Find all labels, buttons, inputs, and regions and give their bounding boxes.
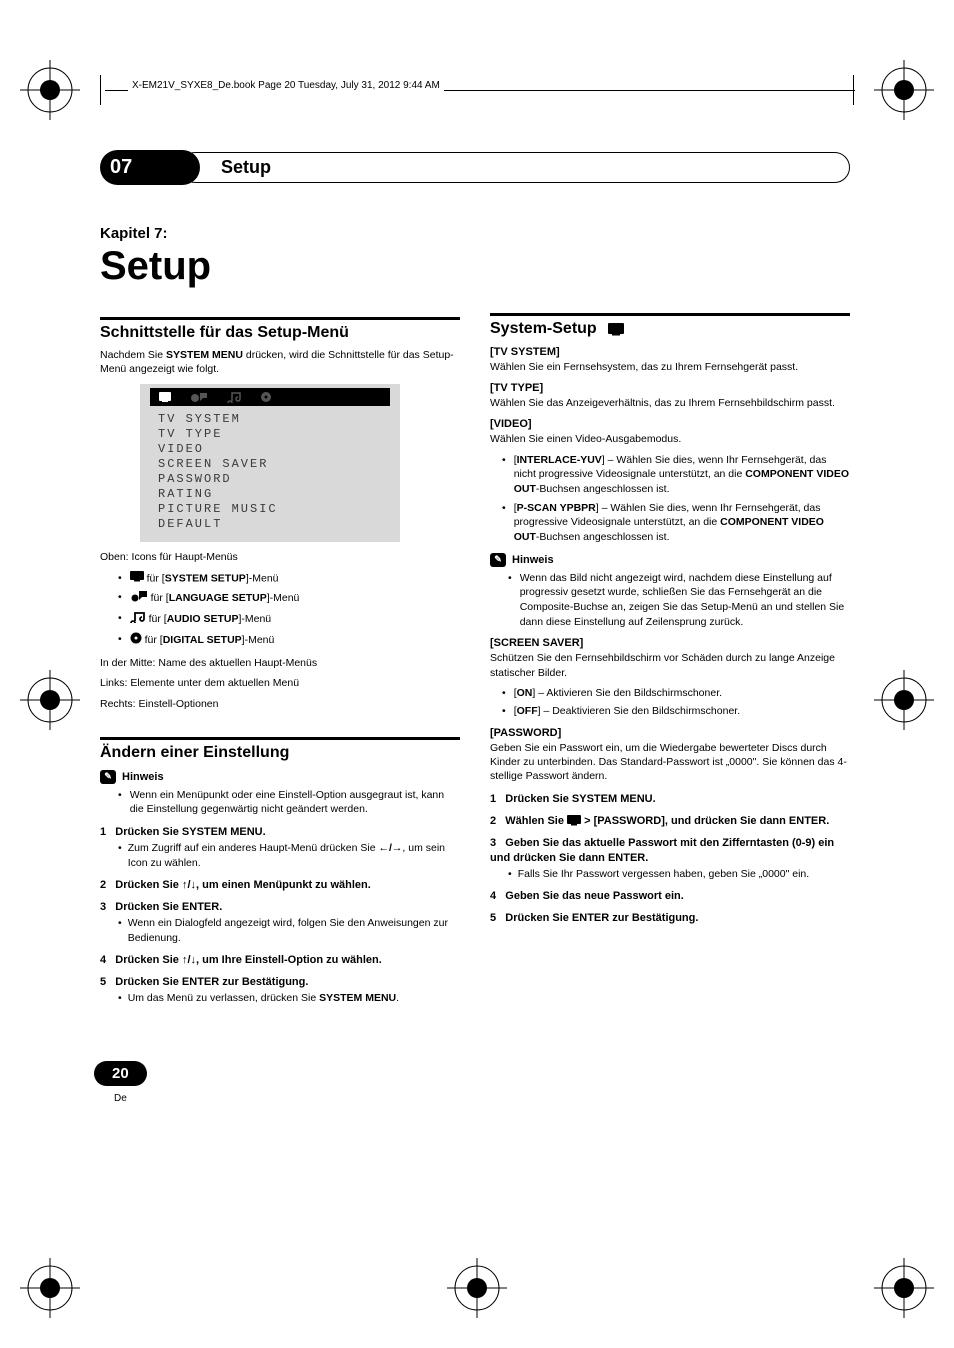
tv-type-header: [TV TYPE] bbox=[490, 382, 850, 394]
tv-system-header: [TV SYSTEM] bbox=[490, 346, 850, 358]
step-heading: 4 Geben Sie das neue Passwort ein. bbox=[490, 889, 850, 903]
book-header: X-EM21V_SYXE8_De.book Page 20 Tuesday, J… bbox=[128, 80, 444, 91]
hinweis-text: •Wenn ein Menüpunkt oder eine Einstell-O… bbox=[118, 788, 460, 817]
legend-item: • für [LANGUAGE SETUP]-Menü bbox=[118, 590, 460, 607]
hinweis-text: •Wenn das Bild nicht angezeigt wird, nac… bbox=[508, 571, 850, 630]
print-mark-icon bbox=[20, 1258, 80, 1318]
section-rule bbox=[100, 737, 460, 740]
step-heading: 2 Wählen Sie > [PASSWORD], und drücken S… bbox=[490, 814, 850, 828]
tv-icon bbox=[158, 391, 172, 403]
page-number: 20 bbox=[94, 1061, 147, 1086]
caption-top: Oben: Icons für Haupt-Menüs bbox=[100, 550, 460, 564]
disc-icon bbox=[260, 391, 272, 403]
step-heading: 3 Geben Sie das aktuelle Passwort mit de… bbox=[490, 836, 850, 865]
step-heading: 5 Drücken Sie ENTER zur Bestätigung. bbox=[490, 911, 850, 925]
print-mark-icon bbox=[874, 1258, 934, 1318]
icon-legend-list: • für [SYSTEM SETUP]-Menü • für [LANGUAGE… bbox=[118, 571, 460, 649]
page-language: De bbox=[114, 1093, 127, 1104]
ss-option: •[OFF] – Deaktivieren Sie den Bildschirm… bbox=[502, 704, 850, 719]
step-subtext: •Falls Sie Ihr Passwort vergessen haben,… bbox=[508, 867, 850, 881]
caption-right: Rechts: Einstell-Optionen bbox=[100, 697, 460, 711]
screen-saver-header: [SCREEN SAVER] bbox=[490, 637, 850, 649]
password-text: Geben Sie ein Passwort ein, um die Wiede… bbox=[490, 741, 850, 784]
legend-item: • für [SYSTEM SETUP]-Menü bbox=[118, 571, 460, 587]
caption-left: Links: Elemente unter dem aktuellen Menü bbox=[100, 676, 460, 690]
chapter-banner: 07 Setup bbox=[100, 150, 850, 185]
video-options-list: •[INTERLACE-YUV] – Wählen Sie dies, wenn… bbox=[502, 453, 850, 545]
kapitel-label: Kapitel 7: bbox=[100, 225, 460, 242]
section-title-change: Ändern einer Einstellung bbox=[100, 744, 460, 762]
step-heading: 3 Drücken Sie ENTER. bbox=[100, 900, 460, 914]
right-column: System-Setup [TV SYSTEM] Wählen Sie ein … bbox=[490, 225, 850, 1006]
ss-option: •[ON] – Aktivieren Sie den Bildschirmsch… bbox=[502, 686, 850, 701]
caption-middle: In der Mitte: Name des aktuellen Haupt-M… bbox=[100, 656, 460, 670]
section-title-system-setup: System-Setup bbox=[490, 320, 850, 338]
hinweis-header: ✎ Hinweis bbox=[490, 553, 850, 567]
screen-saver-options: •[ON] – Aktivieren Sie den Bildschirmsch… bbox=[502, 686, 850, 719]
intro-text: Nachdem Sie SYSTEM MENU drücken, wird di… bbox=[100, 348, 460, 376]
print-mark-icon bbox=[20, 60, 80, 120]
password-steps-list: 1 Drücken Sie SYSTEM MENU. 2 Wählen Sie >… bbox=[490, 792, 850, 926]
video-option: •[P-SCAN YPBPR] – Wählen Sie dies, wenn … bbox=[502, 501, 850, 545]
page-title: Setup bbox=[100, 244, 460, 289]
legend-item: • für [AUDIO SETUP]-Menü bbox=[118, 611, 460, 628]
tv-icon bbox=[607, 322, 625, 336]
step-heading: 5 Drücken Sie ENTER zur Bestätigung. bbox=[100, 975, 460, 989]
chapter-title: Setup bbox=[180, 152, 850, 183]
print-mark-icon bbox=[20, 670, 80, 730]
menu-items-list: TV SYSTEMTV TYPEVIDEOSCREEN SAVERPASSWOR… bbox=[140, 412, 400, 538]
tv-system-text: Wählen Sie ein Fernsehsystem, das zu Ihr… bbox=[490, 360, 850, 374]
legend-item: • für [DIGITAL SETUP]-Menü bbox=[118, 632, 460, 649]
crop-tee bbox=[100, 75, 101, 105]
step-subtext: •Zum Zugriff auf ein anderes Haupt-Menü … bbox=[118, 841, 460, 869]
print-mark-icon bbox=[874, 670, 934, 730]
note-icon: ✎ bbox=[100, 770, 116, 784]
step-heading: 4 Drücken Sie ↑/↓, um Ihre Einstell-Opti… bbox=[100, 953, 460, 967]
section-rule bbox=[490, 313, 850, 316]
step-heading: 1 Drücken Sie SYSTEM MENU. bbox=[490, 792, 850, 806]
hinweis-header: ✎ Hinweis bbox=[100, 770, 460, 784]
crop-tee bbox=[853, 75, 854, 105]
print-mark-icon bbox=[447, 1258, 507, 1318]
section-rule bbox=[100, 317, 460, 320]
video-option: •[INTERLACE-YUV] – Wählen Sie dies, wenn… bbox=[502, 453, 850, 497]
step-subtext: •Um das Menü zu verlassen, drücken Sie S… bbox=[118, 991, 460, 1005]
head-speech-icon bbox=[190, 391, 208, 403]
note-icon: ✎ bbox=[490, 553, 506, 567]
tv-type-text: Wählen Sie das Anzeigeverhältnis, das zu… bbox=[490, 396, 850, 410]
setup-menu-preview: TV SYSTEMTV TYPEVIDEOSCREEN SAVERPASSWOR… bbox=[140, 384, 400, 542]
left-column: Kapitel 7: Setup Schnittstelle für das S… bbox=[100, 225, 460, 1006]
steps-list: 1 Drücken Sie SYSTEM MENU. •Zum Zugriff a… bbox=[100, 825, 460, 1005]
video-header: [VIDEO] bbox=[490, 418, 850, 430]
page-content: 07 Setup Kapitel 7: Setup Schnittstelle … bbox=[100, 150, 850, 1006]
step-subtext: •Wenn ein Dialogfeld angezeigt wird, fol… bbox=[118, 916, 460, 944]
step-heading: 2 Drücken Sie ↑/↓, um einen Menüpunkt zu… bbox=[100, 878, 460, 892]
menu-iconbar bbox=[150, 388, 390, 406]
password-header: [PASSWORD] bbox=[490, 727, 850, 739]
step-heading: 1 Drücken Sie SYSTEM MENU. bbox=[100, 825, 460, 839]
section-title-interface: Schnittstelle für das Setup-Menü bbox=[100, 324, 460, 342]
screen-saver-text: Schützen Sie den Fernsehbildschirm vor S… bbox=[490, 651, 850, 679]
print-mark-icon bbox=[874, 60, 934, 120]
video-text: Wählen Sie einen Video-Ausgabemodus. bbox=[490, 432, 850, 446]
music-note-icon bbox=[226, 391, 242, 403]
